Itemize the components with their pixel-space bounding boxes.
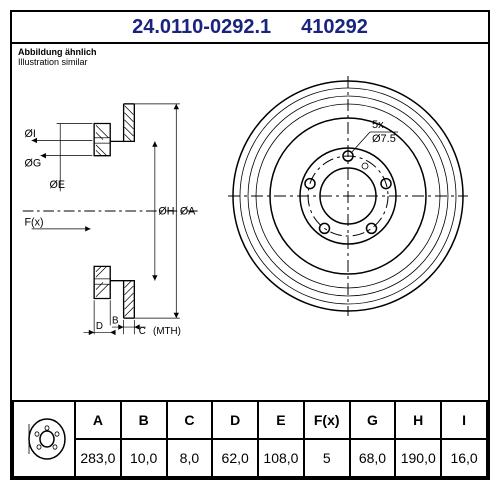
col-header: F(x) [304,401,350,439]
disc-icon-cell [13,401,75,477]
table-header-row: A B C D E F(x) G H I [13,401,487,439]
drawing-frame: 24.0110-0292.1 410292 Abbildung ähnlich … [10,10,490,480]
cross-section-lower [94,266,134,318]
part-number-primary: 24.0110-0292.1 [132,16,271,39]
cell-value: 16,0 [441,439,487,477]
dimension-table: A B C D E F(x) G H I 283,0 10,0 8,0 62,0… [12,400,488,478]
col-header: C [167,401,213,439]
svg-text:ØG: ØG [25,157,42,169]
svg-text:ØA: ØA [180,206,196,218]
col-header: I [441,401,487,439]
col-header: D [212,401,258,439]
svg-text:F(x): F(x) [25,216,44,228]
bolt-dia-label: Ø7.5 [372,133,396,145]
cell-value: 68,0 [350,439,396,477]
svg-text:C: C [139,326,146,336]
header-bar: 24.0110-0292.1 410292 [12,12,488,44]
cell-value: 108,0 [258,439,304,477]
diagram-area: ØI ØG ØE ØH ØA F(x) [12,46,488,398]
cell-value: 62,0 [212,439,258,477]
part-number-secondary: 410292 [301,16,368,39]
col-header: A [75,401,121,439]
bolt-count-label: 5x [372,119,384,131]
svg-text:ØI: ØI [25,128,36,140]
svg-text:D: D [96,321,103,332]
svg-text:(MTH): (MTH) [153,326,181,336]
col-header: E [258,401,304,439]
side-cross-section: ØI ØG ØE ØH ØA F(x) [22,86,202,336]
col-header: H [395,401,441,439]
col-header: G [350,401,396,439]
cell-value: 8,0 [167,439,213,477]
svg-text:ØE: ØE [50,179,65,191]
cell-value: 190,0 [395,439,441,477]
cross-section-upper [94,104,134,156]
cell-value: 283,0 [75,439,121,477]
cell-value: 10,0 [121,439,167,477]
cell-value: 5 [304,439,350,477]
svg-text:B: B [112,316,119,327]
brake-disc-icon [19,414,69,464]
table-value-row: 283,0 10,0 8,0 62,0 108,0 5 68,0 190,0 1… [13,439,487,477]
col-header: B [121,401,167,439]
svg-text:ØH: ØH [158,206,174,218]
front-face-view: 5x Ø7.5 [228,76,468,316]
